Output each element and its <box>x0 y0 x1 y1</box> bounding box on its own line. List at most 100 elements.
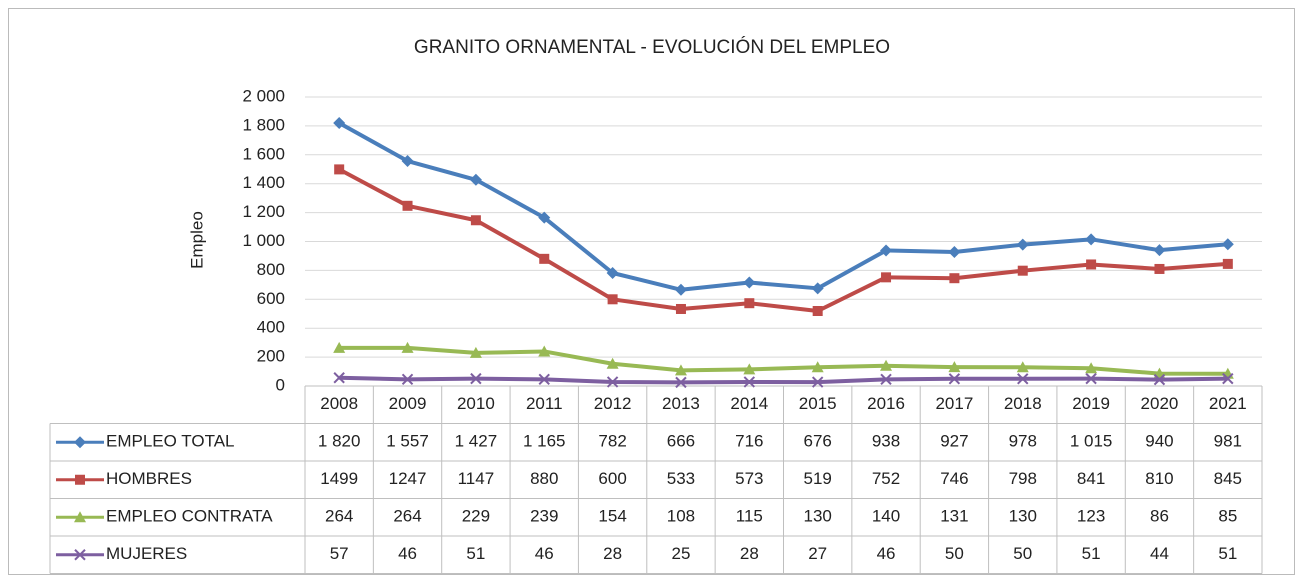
marker <box>811 361 824 373</box>
marker <box>743 363 756 375</box>
marker <box>538 345 551 357</box>
chart-title: GRANITO ORNAMENTAL - EVOLUCIÓN DEL EMPLE… <box>414 36 890 58</box>
marker <box>674 283 687 296</box>
marker <box>74 436 86 449</box>
x-tick-label: 2017 <box>935 394 973 413</box>
marker <box>606 267 619 280</box>
table-cell: 927 <box>940 432 968 451</box>
marker <box>1154 263 1165 274</box>
marker <box>674 364 687 376</box>
marker <box>75 474 85 485</box>
table-cell: 154 <box>598 507 626 526</box>
table-cell: 229 <box>462 507 490 526</box>
table-cell: 880 <box>530 469 558 488</box>
table-cell: 86 <box>1150 507 1169 526</box>
marker <box>948 373 961 385</box>
table-cell: 1 165 <box>523 432 566 451</box>
marker <box>74 549 86 561</box>
y-tick-label: 2 000 <box>242 86 285 105</box>
x-tick-label: 2016 <box>867 394 905 413</box>
marker <box>949 273 960 284</box>
marker <box>607 294 618 305</box>
y-axis-label: Empleo <box>187 211 206 269</box>
table-cell: 666 <box>667 432 695 451</box>
y-tick-label: 400 <box>257 318 285 337</box>
table-cell: 746 <box>940 469 968 488</box>
table-cell: 782 <box>598 432 626 451</box>
table-cell: 50 <box>945 544 964 563</box>
marker <box>470 215 481 226</box>
table-cell: 810 <box>1145 469 1173 488</box>
table-cell: 51 <box>466 544 485 563</box>
table-cell: 981 <box>1214 432 1242 451</box>
x-tick-label: 2011 <box>526 394 563 413</box>
marker <box>538 211 551 224</box>
y-tick-label: 1 600 <box>242 144 285 163</box>
x-tick-label: 2014 <box>730 394 768 413</box>
marker <box>743 276 756 289</box>
marker <box>1222 258 1233 269</box>
marker <box>606 357 619 369</box>
table-cell: 44 <box>1150 544 1169 563</box>
marker <box>334 164 345 175</box>
x-tick-label: 2021 <box>1209 394 1247 413</box>
marker <box>1222 372 1234 385</box>
marker <box>675 376 687 389</box>
table-cell: 1499 <box>320 469 358 488</box>
x-tick-label: 2009 <box>389 394 427 413</box>
marker <box>469 173 482 186</box>
table-cell: 533 <box>667 469 695 488</box>
table-cell: 1 557 <box>386 432 429 451</box>
y-tick-label: 0 <box>276 375 285 394</box>
marker <box>744 298 755 309</box>
marker <box>402 200 413 211</box>
marker <box>1153 244 1166 257</box>
table-cell: 841 <box>1077 469 1105 488</box>
table-cell: 264 <box>393 507 421 526</box>
table-cell: 27 <box>808 544 827 563</box>
table-cell: 845 <box>1214 469 1242 488</box>
chart-border <box>8 8 1295 575</box>
table-cell: 978 <box>1009 432 1037 451</box>
legend-label: EMPLEO CONTRATA <box>106 507 273 526</box>
marker <box>812 306 823 317</box>
table-cell: 239 <box>530 507 558 526</box>
series-line <box>339 345 1228 376</box>
table-cell: 57 <box>330 544 349 563</box>
table-cell: 1 427 <box>455 432 498 451</box>
series-line <box>339 375 1228 385</box>
marker <box>333 372 345 384</box>
x-tick-label: 2019 <box>1072 394 1110 413</box>
marker <box>401 341 414 353</box>
table-cell: 940 <box>1145 432 1173 451</box>
marker <box>1221 238 1234 251</box>
table-cell: 46 <box>398 544 417 563</box>
table-cell: 938 <box>872 432 900 451</box>
table-cell: 115 <box>736 507 763 526</box>
x-tick-label: 2020 <box>1141 394 1179 413</box>
marker <box>401 155 414 168</box>
marker <box>1153 373 1166 386</box>
table-cell: 752 <box>872 469 900 488</box>
table-cell: 1147 <box>458 469 495 488</box>
table-cell: 28 <box>603 544 622 563</box>
table-cell: 140 <box>872 507 900 526</box>
y-tick-label: 1 000 <box>242 231 285 250</box>
x-tick-label: 2018 <box>1004 394 1042 413</box>
x-tick-label: 2010 <box>457 394 495 413</box>
table-cell: 676 <box>803 432 831 451</box>
marker <box>538 373 550 386</box>
table-cell: 716 <box>735 432 763 451</box>
table-cell: 798 <box>1009 469 1037 488</box>
table-cell: 130 <box>803 507 831 526</box>
table-cell: 600 <box>598 469 626 488</box>
table-cell: 573 <box>735 469 763 488</box>
marker <box>333 341 346 353</box>
marker <box>948 361 961 373</box>
marker <box>539 253 550 264</box>
marker <box>880 244 893 257</box>
x-tick-label: 2012 <box>594 394 632 413</box>
marker <box>811 376 824 388</box>
marker <box>881 272 892 283</box>
table-cell: 28 <box>740 544 759 563</box>
